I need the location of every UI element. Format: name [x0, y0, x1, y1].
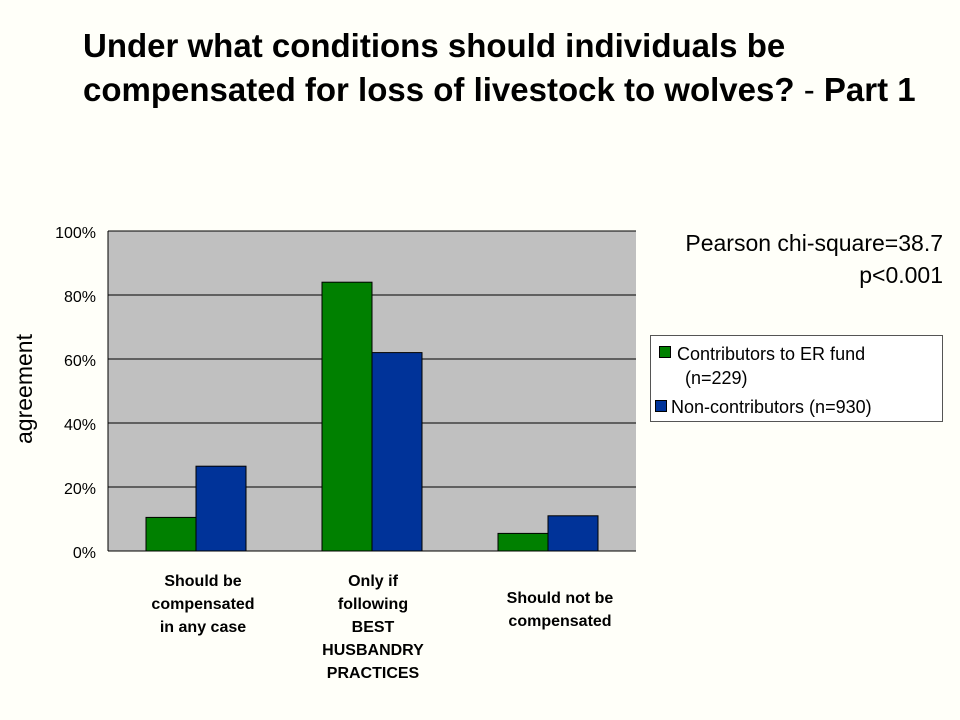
legend-item-noncontributors: Non-contributors (n=930)	[655, 396, 872, 418]
category-label-line: HUSBANDRY	[322, 642, 424, 659]
category-label-best-practices: Only if following BEST HUSBANDRY PRACTICES	[293, 570, 453, 685]
legend-item-contributors: Contributors to ER fund (n=229)	[659, 342, 865, 390]
y-tick-label: 0%	[73, 545, 96, 562]
category-label-line: Should be	[164, 573, 242, 590]
title-dash: -	[803, 71, 815, 108]
category-label-line: following	[337, 596, 409, 613]
y-tick-label: 80%	[64, 289, 96, 306]
chi-square-stat: Pearson chi-square=38.7 p<0.001	[685, 227, 943, 291]
title-main: Under what conditions should individuals…	[83, 27, 795, 108]
category-label-line: BEST	[351, 619, 395, 636]
y-tick-label: 60%	[64, 353, 96, 370]
legend-label-contributors: Contributors to ER fund	[677, 344, 866, 364]
bar-contributors	[145, 516, 197, 552]
p-value: p<0.001	[859, 262, 943, 288]
bar-contributors	[497, 532, 549, 552]
legend-swatch-noncontributors	[655, 400, 667, 412]
chi-square-value: Pearson chi-square=38.7	[685, 230, 943, 256]
category-label-line: compensated	[508, 613, 612, 630]
y-tick-label: 100%	[55, 225, 96, 242]
legend-label-contributors-n: (n=229)	[685, 368, 748, 388]
category-label-any-case: Should be compensated in any case	[123, 570, 283, 639]
category-label-line: Should not be	[506, 590, 614, 607]
bar-noncontributors	[547, 515, 599, 552]
category-label-line: PRACTICES	[326, 665, 420, 682]
category-label-line: Only if	[348, 573, 398, 590]
legend-swatch-contributors	[659, 346, 671, 358]
bar-contributors	[321, 281, 373, 552]
category-label-line: compensated	[151, 596, 255, 613]
y-tick-label: 20%	[64, 481, 96, 498]
category-label-not-compensated: Should not be compensated	[480, 587, 640, 633]
legend-label-noncontributors: Non-contributors (n=930)	[671, 397, 872, 417]
chart-legend: Contributors to ER fund (n=229) Non-cont…	[650, 335, 943, 422]
title-part: Part 1	[823, 71, 916, 108]
bar-noncontributors	[195, 465, 247, 552]
slide-title: Under what conditions should individuals…	[83, 24, 923, 112]
bar-noncontributors	[371, 352, 423, 552]
y-tick-label: 40%	[64, 417, 96, 434]
category-label-line: in any case	[159, 619, 247, 636]
